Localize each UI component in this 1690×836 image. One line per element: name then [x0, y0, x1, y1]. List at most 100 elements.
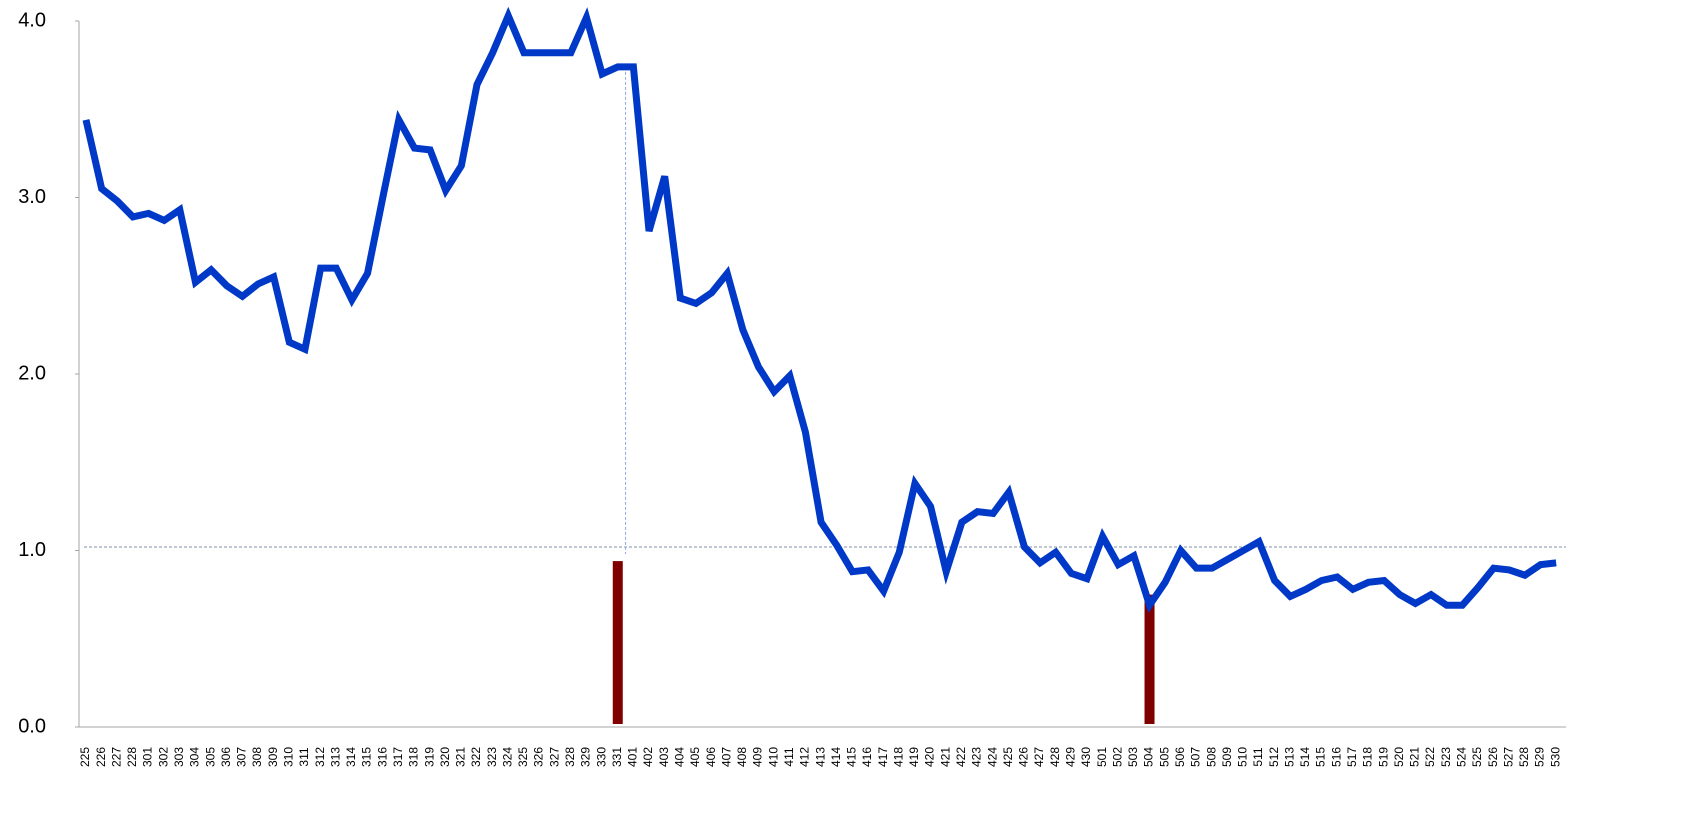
y-tick-label: 1.0: [18, 539, 46, 561]
x-tick-label: 420: [923, 747, 937, 767]
x-tick-label: 302: [156, 747, 170, 767]
x-tick-label: 530: [1548, 747, 1562, 767]
x-tick-label: 424: [985, 747, 999, 767]
x-tick-label: 426: [1017, 747, 1031, 767]
x-tick-label: 228: [125, 747, 139, 767]
x-tick-label: 519: [1376, 747, 1390, 767]
x-tick-label: 325: [516, 747, 530, 767]
x-tick-label: 507: [1189, 747, 1203, 767]
x-tick-label: 518: [1361, 747, 1375, 767]
x-tick-label: 423: [970, 747, 984, 767]
x-tick-label: 312: [313, 747, 327, 767]
x-tick-label: 505: [1157, 747, 1171, 767]
x-tick-label: 501: [1095, 747, 1109, 767]
x-tick-label: 307: [235, 747, 249, 767]
x-tick-label: 321: [454, 747, 468, 767]
x-tick-label: 304: [188, 747, 202, 767]
x-tick-label: 313: [328, 747, 342, 767]
x-tick-label: 511: [1251, 747, 1265, 766]
x-tick-label: 329: [579, 747, 593, 767]
x-tick-label: 323: [485, 747, 499, 767]
x-tick-label: 529: [1533, 747, 1547, 767]
x-tick-label: 410: [766, 747, 780, 767]
x-tick-label: 328: [563, 747, 577, 767]
x-tick-label: 227: [109, 747, 123, 767]
x-tick-label: 406: [704, 747, 718, 767]
x-tick-label: 503: [1126, 747, 1140, 767]
y-tick-label: 0.0: [18, 715, 46, 737]
x-tick-label: 418: [891, 747, 905, 767]
x-tick-label: 525: [1470, 747, 1484, 767]
x-tick-label: 515: [1314, 747, 1328, 767]
x-tick-label: 510: [1236, 747, 1250, 767]
x-tick-label: 310: [281, 747, 295, 767]
x-tick-label: 404: [672, 747, 686, 767]
x-tick-label: 327: [547, 747, 561, 767]
x-tick-label: 402: [641, 747, 655, 767]
x-tick-label: 308: [250, 747, 264, 767]
x-tick-label: 320: [438, 747, 452, 767]
x-tick-label: 522: [1423, 747, 1437, 767]
x-tick-label: 429: [1063, 747, 1077, 767]
x-tick-label: 427: [1032, 747, 1046, 767]
x-tick-label: 524: [1454, 747, 1468, 767]
x-tick-label: 301: [141, 747, 155, 767]
x-tick-label: 414: [829, 747, 843, 767]
x-tick-label: 514: [1298, 747, 1312, 767]
x-tick-label: 409: [751, 747, 765, 767]
x-tick-label: 411: [782, 747, 796, 766]
y-tick-label: 2.0: [18, 362, 46, 384]
x-tick-label: 502: [1110, 747, 1124, 767]
x-tick-label: 405: [688, 747, 702, 767]
x-tick-label: 523: [1439, 747, 1453, 767]
bar: [612, 561, 623, 724]
x-tick-label: 412: [798, 747, 812, 767]
x-tick-label: 319: [422, 747, 436, 767]
x-tick-label: 326: [532, 747, 546, 767]
x-tick-label: 509: [1220, 747, 1234, 767]
x-tick-label: 303: [172, 747, 186, 767]
x-tick-label: 516: [1329, 747, 1343, 767]
x-tick-label: 526: [1486, 747, 1500, 767]
x-tick-label: 324: [500, 747, 514, 767]
x-tick-label: 314: [344, 747, 358, 767]
y-tick-label: 4.0: [18, 9, 46, 31]
line: [82, 6, 1557, 614]
bar: [1144, 594, 1155, 724]
x-tick-label: 521: [1408, 747, 1422, 767]
x-tick-label: 520: [1392, 747, 1406, 767]
x-tick-label: 506: [1173, 747, 1187, 767]
x-tick-label: 226: [94, 747, 108, 767]
x-tick-label: 225: [78, 747, 92, 767]
x-tick-label: 331: [610, 747, 624, 767]
x-tick-label: 422: [954, 747, 968, 767]
x-tick-label: 415: [845, 747, 859, 767]
x-tick-label: 513: [1282, 747, 1296, 767]
x-tick-label: 504: [1142, 747, 1156, 767]
x-tick-label: 428: [1048, 747, 1062, 767]
x-tick-label: 306: [219, 747, 233, 767]
x-tick-label: 421: [938, 747, 952, 767]
x-tick-label: 330: [594, 747, 608, 767]
x-tick-label: 305: [203, 747, 217, 767]
x-tick-label: 413: [813, 747, 827, 767]
x-tick-label: 508: [1204, 747, 1218, 767]
x-tick-label: 311: [297, 747, 311, 766]
y-tick-label: 3.0: [18, 186, 46, 208]
x-tick-label: 512: [1267, 747, 1281, 767]
x-tick-label: 315: [360, 747, 374, 767]
x-tick-label: 309: [266, 747, 280, 767]
x-tick-label: 517: [1345, 747, 1359, 767]
x-tick-label: 401: [626, 747, 640, 767]
x-tick-label: 316: [375, 747, 389, 767]
x-tick-label: 407: [719, 747, 733, 767]
x-tick-label: 403: [657, 747, 671, 767]
x-tick-label: 317: [391, 747, 405, 767]
x-tick-label: 528: [1517, 747, 1531, 767]
x-tick-label: 318: [407, 747, 421, 767]
x-tick-label: 425: [1001, 747, 1015, 767]
x-tick-label: 408: [735, 747, 749, 767]
x-tick-label: 419: [907, 747, 921, 767]
x-tick-label: 322: [469, 747, 483, 767]
